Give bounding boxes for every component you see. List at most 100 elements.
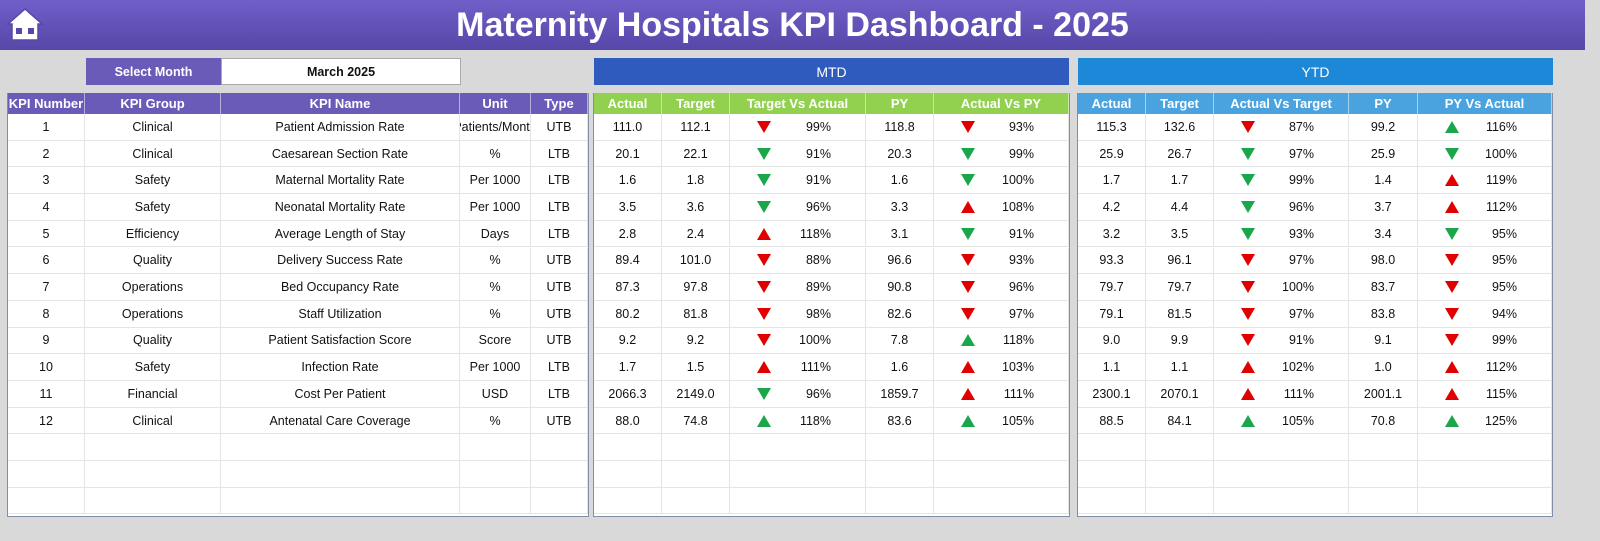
table-cell: 7 bbox=[8, 274, 85, 301]
table-cell: Safety bbox=[85, 167, 221, 195]
table-cell: 8 bbox=[8, 300, 85, 328]
table-cell: 1.8 bbox=[662, 167, 730, 195]
title-bar: Maternity Hospitals KPI Dashboard - 2025 bbox=[0, 0, 1585, 50]
table-cell: Infection Rate bbox=[221, 354, 460, 381]
arrow-shape bbox=[1445, 334, 1459, 347]
table-cell: 81.8 bbox=[662, 300, 730, 328]
table-cell: 84.1 bbox=[1146, 407, 1214, 435]
arrow-shape bbox=[757, 334, 771, 347]
table-cell: 2066.3 bbox=[594, 381, 662, 408]
cell-text: UTB bbox=[546, 253, 572, 268]
cell-text: Safety bbox=[134, 173, 171, 188]
table-cell: 1.1 bbox=[1078, 354, 1146, 381]
trend-arrow bbox=[1241, 414, 1255, 427]
table-cell: 2300.1 bbox=[1078, 381, 1146, 408]
trend-arrow bbox=[1241, 227, 1255, 240]
table-cell: Safety bbox=[85, 354, 221, 381]
arrow-shape bbox=[1445, 254, 1459, 267]
trend-arrow bbox=[1445, 334, 1459, 347]
arrow-shape bbox=[757, 307, 771, 320]
table-cell: 94% bbox=[1418, 300, 1552, 328]
table-cell: 83.7 bbox=[1349, 274, 1418, 301]
table-cell: 1.6 bbox=[594, 167, 662, 195]
column-header: KPI Name bbox=[221, 93, 460, 114]
table-cell: 9.0 bbox=[1078, 327, 1146, 355]
cell-text: UTB bbox=[546, 306, 572, 321]
cell-text: USD bbox=[481, 386, 509, 401]
arrow-shape bbox=[961, 120, 975, 133]
table-cell bbox=[866, 487, 934, 515]
comparison-value: 88% bbox=[805, 253, 831, 268]
comparison-value: 95% bbox=[1491, 226, 1517, 241]
table-cell: 100% bbox=[934, 167, 1069, 195]
cell-text: % bbox=[489, 413, 501, 428]
cell-text: 2.4 bbox=[686, 226, 705, 241]
cell-text: 20.1 bbox=[615, 146, 640, 161]
column-header: Unit bbox=[460, 93, 531, 114]
column-header: KPI Number bbox=[8, 93, 85, 114]
table-cell: 105% bbox=[934, 407, 1069, 435]
table-cell bbox=[1146, 461, 1214, 488]
comparison-value: 97% bbox=[1288, 306, 1314, 321]
table-cell: Cost Per Patient bbox=[221, 381, 460, 408]
column-header: Target bbox=[1146, 93, 1214, 114]
table-cell bbox=[1418, 434, 1552, 462]
table-cell: 99.2 bbox=[1349, 114, 1418, 141]
comparison-value: 97% bbox=[1288, 253, 1314, 268]
cell-text: 87.3 bbox=[615, 280, 640, 295]
table-cell: 11 bbox=[8, 381, 85, 408]
table-cell: Safety bbox=[85, 194, 221, 221]
table-cell: 118% bbox=[934, 327, 1069, 355]
cell-text: Safety bbox=[134, 199, 171, 214]
table-cell: 88.0 bbox=[594, 407, 662, 435]
table-cell: 1.7 bbox=[594, 354, 662, 381]
table-cell: 4.2 bbox=[1078, 194, 1146, 221]
arrow-shape bbox=[1241, 361, 1255, 374]
comparison-value: 100% bbox=[799, 333, 831, 348]
table-cell bbox=[866, 434, 934, 462]
arrow-shape bbox=[757, 361, 771, 374]
table-cell: 112% bbox=[1418, 354, 1552, 381]
comparison-value: 96% bbox=[1288, 199, 1314, 214]
table-cell: 3.1 bbox=[866, 220, 934, 248]
cell-text: Staff Utilization bbox=[298, 306, 382, 321]
cell-text: 88.5 bbox=[1099, 413, 1124, 428]
table-cell: 91% bbox=[730, 140, 866, 168]
trend-arrow bbox=[1445, 254, 1459, 267]
trend-arrow bbox=[757, 361, 771, 374]
comparison-value: 89% bbox=[805, 280, 831, 295]
trend-arrow bbox=[961, 200, 975, 213]
table-cell: 112.1 bbox=[662, 114, 730, 141]
arrow-shape bbox=[1241, 414, 1255, 427]
cell-text: 20.3 bbox=[887, 146, 912, 161]
trend-arrow bbox=[757, 307, 771, 320]
cell-text: 4.4 bbox=[1170, 199, 1189, 214]
cell-text: Operations bbox=[121, 280, 184, 295]
cell-text: Efficiency bbox=[125, 226, 180, 241]
arrow-shape bbox=[757, 281, 771, 294]
table-cell: 96.6 bbox=[866, 247, 934, 275]
table-cell: LTB bbox=[531, 381, 588, 408]
trend-arrow bbox=[1241, 334, 1255, 347]
table-cell bbox=[460, 434, 531, 462]
month-select[interactable]: March 2025 bbox=[221, 58, 461, 85]
table-cell: 79.7 bbox=[1078, 274, 1146, 301]
home-icon[interactable] bbox=[6, 6, 44, 42]
table-cell: Patient Admission Rate bbox=[221, 114, 460, 141]
table-cell: 3.5 bbox=[1146, 220, 1214, 248]
cell-text: 2.8 bbox=[618, 226, 637, 241]
mtd-title: MTD bbox=[594, 58, 1069, 85]
trend-arrow bbox=[1445, 307, 1459, 320]
comparison-value: 100% bbox=[1282, 280, 1314, 295]
cell-text: Score bbox=[478, 333, 512, 348]
table-cell: 4.4 bbox=[1146, 194, 1214, 221]
arrow-shape bbox=[961, 414, 975, 427]
table-cell: 1.4 bbox=[1349, 167, 1418, 195]
cell-text: 25.9 bbox=[1099, 146, 1124, 161]
cell-text: 25.9 bbox=[1370, 146, 1396, 161]
table-cell: 118.8 bbox=[866, 114, 934, 141]
cell-text: 97.8 bbox=[683, 280, 708, 295]
trend-arrow bbox=[757, 334, 771, 347]
trend-arrow bbox=[961, 120, 975, 133]
